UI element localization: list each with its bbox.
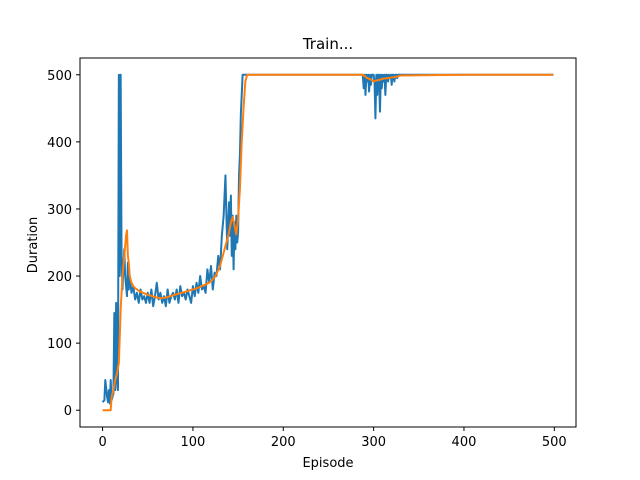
x-tick-label: 400 xyxy=(452,435,477,450)
x-tick-label: 0 xyxy=(98,435,106,450)
y-tick-label: 0 xyxy=(64,404,72,419)
y-tick-label: 400 xyxy=(47,136,72,151)
y-tick-label: 500 xyxy=(47,69,72,84)
y-axis-label: Duration xyxy=(26,217,41,273)
y-tick-label: 300 xyxy=(47,203,72,218)
x-tick-label: 200 xyxy=(271,435,296,450)
axes-frame xyxy=(79,57,577,428)
axes: 0 100 200 300 400 500 0 100 200 300 400 500 xyxy=(47,57,577,450)
plot-area xyxy=(101,73,554,412)
chart-title: Train... xyxy=(302,35,353,53)
x-axis-label: Episode xyxy=(302,456,353,471)
x-tick-label: 300 xyxy=(361,435,386,450)
x-tick-label: 500 xyxy=(542,435,567,450)
x-tick-label: 100 xyxy=(181,435,206,450)
series-line-2 xyxy=(102,73,554,412)
y-tick-label: 100 xyxy=(47,337,72,352)
y-tick-label: 200 xyxy=(47,270,72,285)
